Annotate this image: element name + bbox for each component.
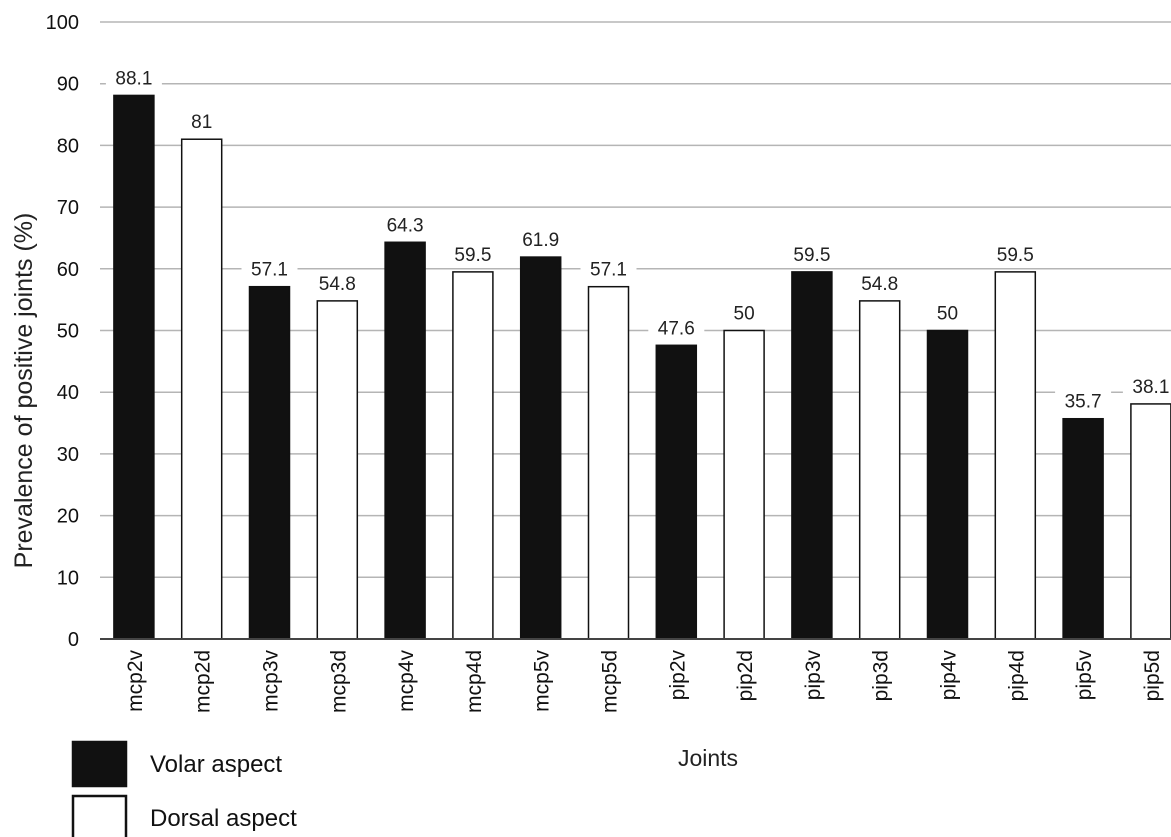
- x-tick-label-mcp3v: mcp3v: [260, 650, 283, 712]
- data-label-backing: [716, 301, 773, 326]
- x-tick-label-mcp4v: mcp4v: [395, 650, 418, 712]
- data-label-backing: [987, 242, 1044, 267]
- data-label-mcp3v: 57.1: [251, 260, 288, 281]
- data-label-pip2v: 47.6: [658, 318, 695, 339]
- x-tick-label-pip5d: pip5d: [1141, 650, 1164, 701]
- data-label-mcp3d: 54.8: [319, 274, 356, 295]
- data-label-mcp2d: 81: [191, 112, 212, 133]
- data-label-backing: [580, 257, 637, 282]
- data-label-backing: [105, 66, 162, 91]
- bar-mcp5v: [519, 256, 562, 640]
- y-tick-label: 80: [57, 135, 79, 157]
- data-label-backing: [512, 228, 569, 253]
- data-label-pip2d: 50: [734, 304, 755, 325]
- data-label-backing: [377, 213, 434, 238]
- y-tick-label: 30: [57, 444, 79, 466]
- x-tick-label-pip4d: pip4d: [1005, 650, 1028, 701]
- data-label-pip5d: 38.1: [1132, 377, 1169, 398]
- bar-pip3v: [791, 271, 833, 640]
- legend-label-volar: Volar aspect: [150, 751, 282, 778]
- data-labels: 88.1 81 57.1 54.8 64.3 59.5 61.9 57.1 47.6 50 59.5…: [105, 66, 1171, 414]
- bar-pip5d: [1130, 403, 1171, 640]
- bar-pip4d: [994, 271, 1037, 640]
- y-tick-label: 0: [68, 629, 79, 651]
- bar-mcp2v: [113, 94, 155, 640]
- x-tick-label-pip3v: pip3v: [802, 650, 825, 701]
- x-tick-label-pip2d: pip2d: [734, 650, 757, 701]
- data-label-mcp4d: 59.5: [454, 245, 491, 266]
- y-tick-label: 60: [57, 259, 79, 281]
- data-label-pip3v: 59.5: [793, 245, 830, 266]
- x-tick-label-pip3d: pip3d: [870, 650, 893, 701]
- data-label-backing: [1055, 389, 1112, 414]
- x-tick-label-mcp2d: mcp2d: [192, 650, 215, 713]
- x-tick-label-mcp5v: mcp5v: [531, 650, 554, 712]
- y-axis-title: Prevalence of positive joints (%): [10, 213, 38, 569]
- bar-mcp4v: [384, 241, 426, 640]
- data-label-backing: [851, 271, 908, 296]
- x-tick-label-mcp3d: mcp3d: [327, 650, 350, 713]
- bar-mcp4d: [452, 271, 494, 640]
- legend-swatch-volar: [71, 740, 128, 788]
- data-label-backing: [648, 316, 705, 341]
- bars: [113, 94, 1171, 640]
- bar-mcp5d: [587, 285, 630, 640]
- data-label-backing: [783, 242, 840, 267]
- y-tick-label: 40: [57, 382, 79, 404]
- data-label-mcp2v: 88.1: [115, 68, 152, 89]
- data-label-pip4v: 50: [937, 304, 958, 325]
- x-axis-categories: mcp2v mcp2d mcp3v mcp3d mcp4v mcp4d mcp5v mcp5d…: [124, 650, 1164, 714]
- data-label-mcp5d: 57.1: [590, 260, 627, 281]
- legend: Volar aspect Dorsal aspect: [71, 740, 297, 837]
- y-tick-label: 90: [57, 74, 79, 96]
- data-label-mcp5v: 61.9: [522, 230, 559, 251]
- y-tick-label: 20: [57, 506, 79, 528]
- x-tick-label-pip5v: pip5v: [1073, 650, 1096, 701]
- x-axis-title: Joints: [678, 745, 738, 771]
- data-label-mcp4v: 64.3: [387, 215, 424, 236]
- y-axis-ticks: 0 10 20 30 40 50 60 70 80 90 100: [46, 12, 79, 651]
- legend-swatch-dorsal: [71, 794, 128, 837]
- data-label-pip5v: 35.7: [1065, 392, 1102, 413]
- y-tick-label: 10: [57, 567, 79, 589]
- data-label-backing: [173, 110, 230, 135]
- x-tick-label-mcp5d: mcp5d: [599, 650, 622, 713]
- bar-pip3d: [858, 300, 901, 640]
- bar-pip2d: [723, 329, 765, 640]
- bar-mcp2d: [180, 138, 223, 640]
- bar-pip4v: [926, 329, 969, 640]
- x-tick-label-mcp2v: mcp2v: [124, 650, 147, 712]
- bar-mcp3v: [248, 285, 291, 640]
- data-label-backing: [919, 301, 976, 326]
- bar-pip5v: [1062, 417, 1104, 640]
- bar-mcp3d: [316, 300, 359, 640]
- data-label-backing: [309, 271, 366, 296]
- legend-label-dorsal: Dorsal aspect: [150, 805, 297, 832]
- x-tick-label-pip2v: pip2v: [666, 650, 689, 701]
- x-tick-label-mcp4d: mcp4d: [463, 650, 486, 713]
- data-label-backing: [241, 257, 298, 282]
- data-label-pip4d: 59.5: [997, 245, 1034, 266]
- y-tick-label: 50: [57, 321, 79, 343]
- bar-pip2v: [655, 344, 698, 640]
- y-tick-label: 70: [57, 197, 79, 219]
- data-label-backing: [1122, 374, 1171, 399]
- x-tick-label-pip4v: pip4v: [938, 650, 961, 701]
- data-label-backing: [444, 242, 501, 267]
- y-tick-label: 100: [46, 12, 79, 34]
- data-label-pip3d: 54.8: [861, 274, 898, 295]
